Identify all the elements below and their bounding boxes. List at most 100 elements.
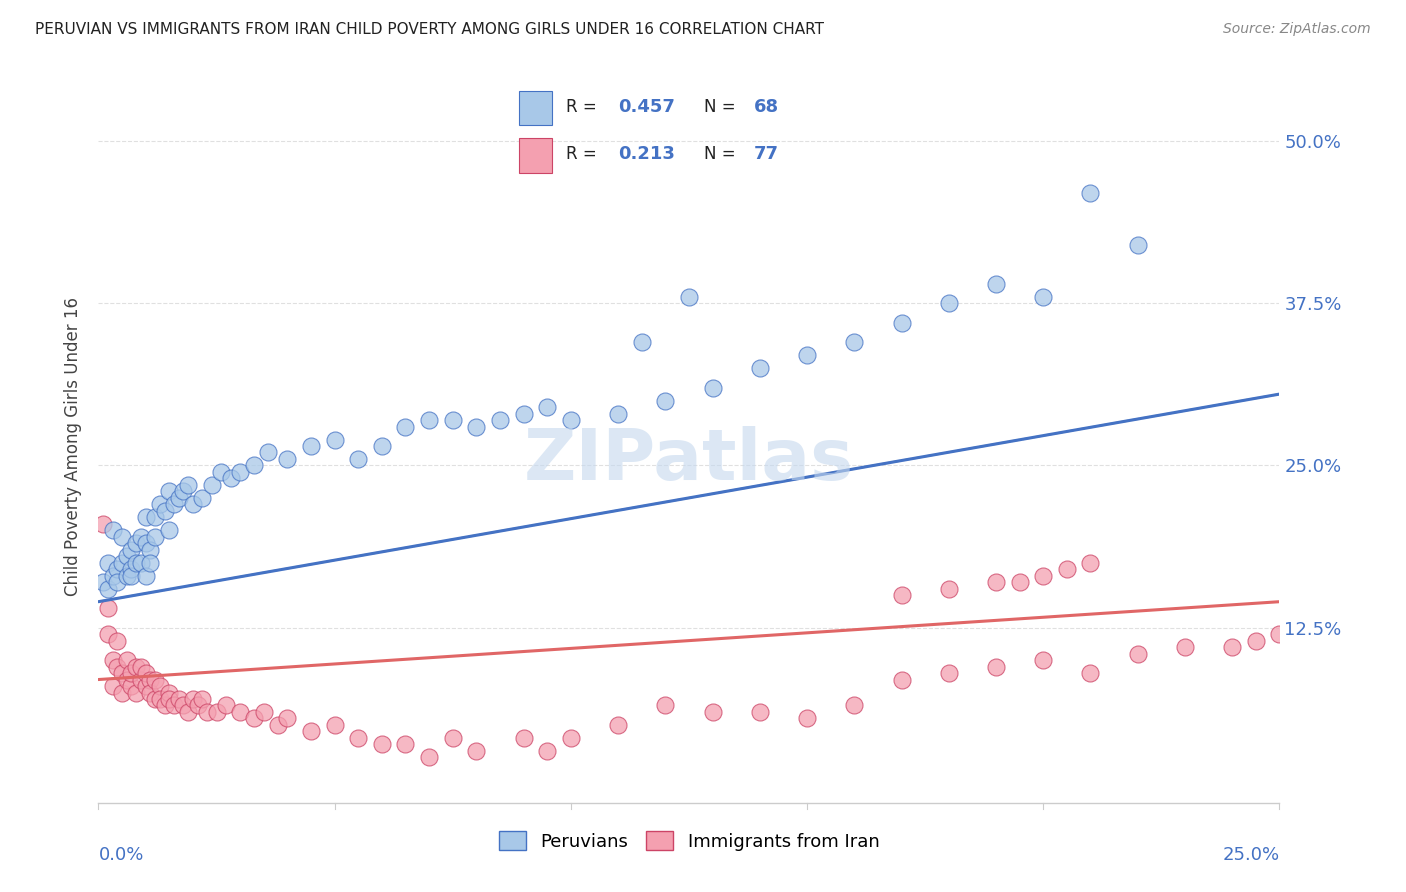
Point	[143, 692, 166, 706]
Point	[1056, 562, 1078, 576]
Point	[191, 491, 214, 505]
Point	[105, 562, 128, 576]
Text: R =: R =	[565, 145, 602, 163]
Point	[101, 653, 124, 667]
Point	[489, 413, 512, 427]
Point	[512, 731, 534, 745]
Point	[607, 407, 630, 421]
Point	[135, 679, 157, 693]
Text: R =: R =	[565, 98, 602, 116]
Point	[129, 530, 152, 544]
Point	[195, 705, 218, 719]
Point	[139, 556, 162, 570]
Point	[149, 497, 172, 511]
Point	[149, 679, 172, 693]
Point	[125, 536, 148, 550]
Point	[229, 465, 252, 479]
Point	[938, 666, 960, 681]
Point	[441, 731, 464, 745]
Point	[890, 673, 912, 687]
Point	[299, 439, 322, 453]
Point	[418, 413, 440, 427]
Point	[143, 510, 166, 524]
Point	[101, 568, 124, 582]
Point	[1220, 640, 1243, 654]
Point	[135, 536, 157, 550]
Point	[243, 711, 266, 725]
Point	[167, 692, 190, 706]
Point	[187, 698, 209, 713]
Point	[97, 582, 120, 596]
Point	[121, 568, 143, 582]
Point	[938, 582, 960, 596]
Point	[105, 633, 128, 648]
Text: N =: N =	[704, 145, 741, 163]
Point	[111, 685, 134, 699]
Point	[191, 692, 214, 706]
Point	[267, 718, 290, 732]
Text: 77: 77	[754, 145, 779, 163]
Point	[115, 568, 138, 582]
Point	[299, 724, 322, 739]
Point	[1244, 633, 1267, 648]
Point	[1174, 640, 1197, 654]
Point	[654, 698, 676, 713]
Point	[172, 484, 194, 499]
Point	[607, 718, 630, 732]
Point	[1008, 575, 1031, 590]
Point	[111, 666, 134, 681]
Point	[157, 685, 180, 699]
Point	[143, 673, 166, 687]
Point	[135, 568, 157, 582]
Point	[215, 698, 238, 713]
Point	[630, 335, 652, 350]
Point	[105, 659, 128, 673]
Point	[167, 491, 190, 505]
Point	[129, 673, 152, 687]
Point	[111, 556, 134, 570]
Point	[890, 588, 912, 602]
Text: PERUVIAN VS IMMIGRANTS FROM IRAN CHILD POVERTY AMONG GIRLS UNDER 16 CORRELATION : PERUVIAN VS IMMIGRANTS FROM IRAN CHILD P…	[35, 22, 824, 37]
Text: 0.457: 0.457	[619, 98, 675, 116]
Point	[157, 524, 180, 538]
Point	[1080, 186, 1102, 200]
Point	[97, 627, 120, 641]
Point	[201, 478, 224, 492]
Point	[115, 653, 138, 667]
Point	[1032, 568, 1054, 582]
Point	[163, 698, 186, 713]
Point	[678, 290, 700, 304]
Point	[1126, 647, 1149, 661]
Point	[125, 659, 148, 673]
Point	[938, 296, 960, 310]
Point	[536, 400, 558, 414]
Point	[219, 471, 242, 485]
Point	[536, 744, 558, 758]
Text: 68: 68	[754, 98, 779, 116]
Point	[465, 744, 488, 758]
Point	[984, 277, 1007, 291]
Point	[441, 413, 464, 427]
Point	[796, 348, 818, 362]
Text: N =: N =	[704, 98, 741, 116]
Point	[172, 698, 194, 713]
Point	[129, 556, 152, 570]
Point	[371, 439, 394, 453]
Point	[748, 361, 770, 376]
Point	[129, 659, 152, 673]
Point	[121, 679, 143, 693]
Point	[323, 718, 346, 732]
Point	[115, 673, 138, 687]
Point	[984, 575, 1007, 590]
Point	[139, 542, 162, 557]
Point	[101, 524, 124, 538]
FancyBboxPatch shape	[519, 91, 553, 126]
Text: Source: ZipAtlas.com: Source: ZipAtlas.com	[1223, 22, 1371, 37]
Point	[243, 458, 266, 473]
Point	[229, 705, 252, 719]
Point	[418, 750, 440, 764]
Point	[125, 685, 148, 699]
Point	[135, 510, 157, 524]
Point	[177, 705, 200, 719]
Point	[560, 731, 582, 745]
